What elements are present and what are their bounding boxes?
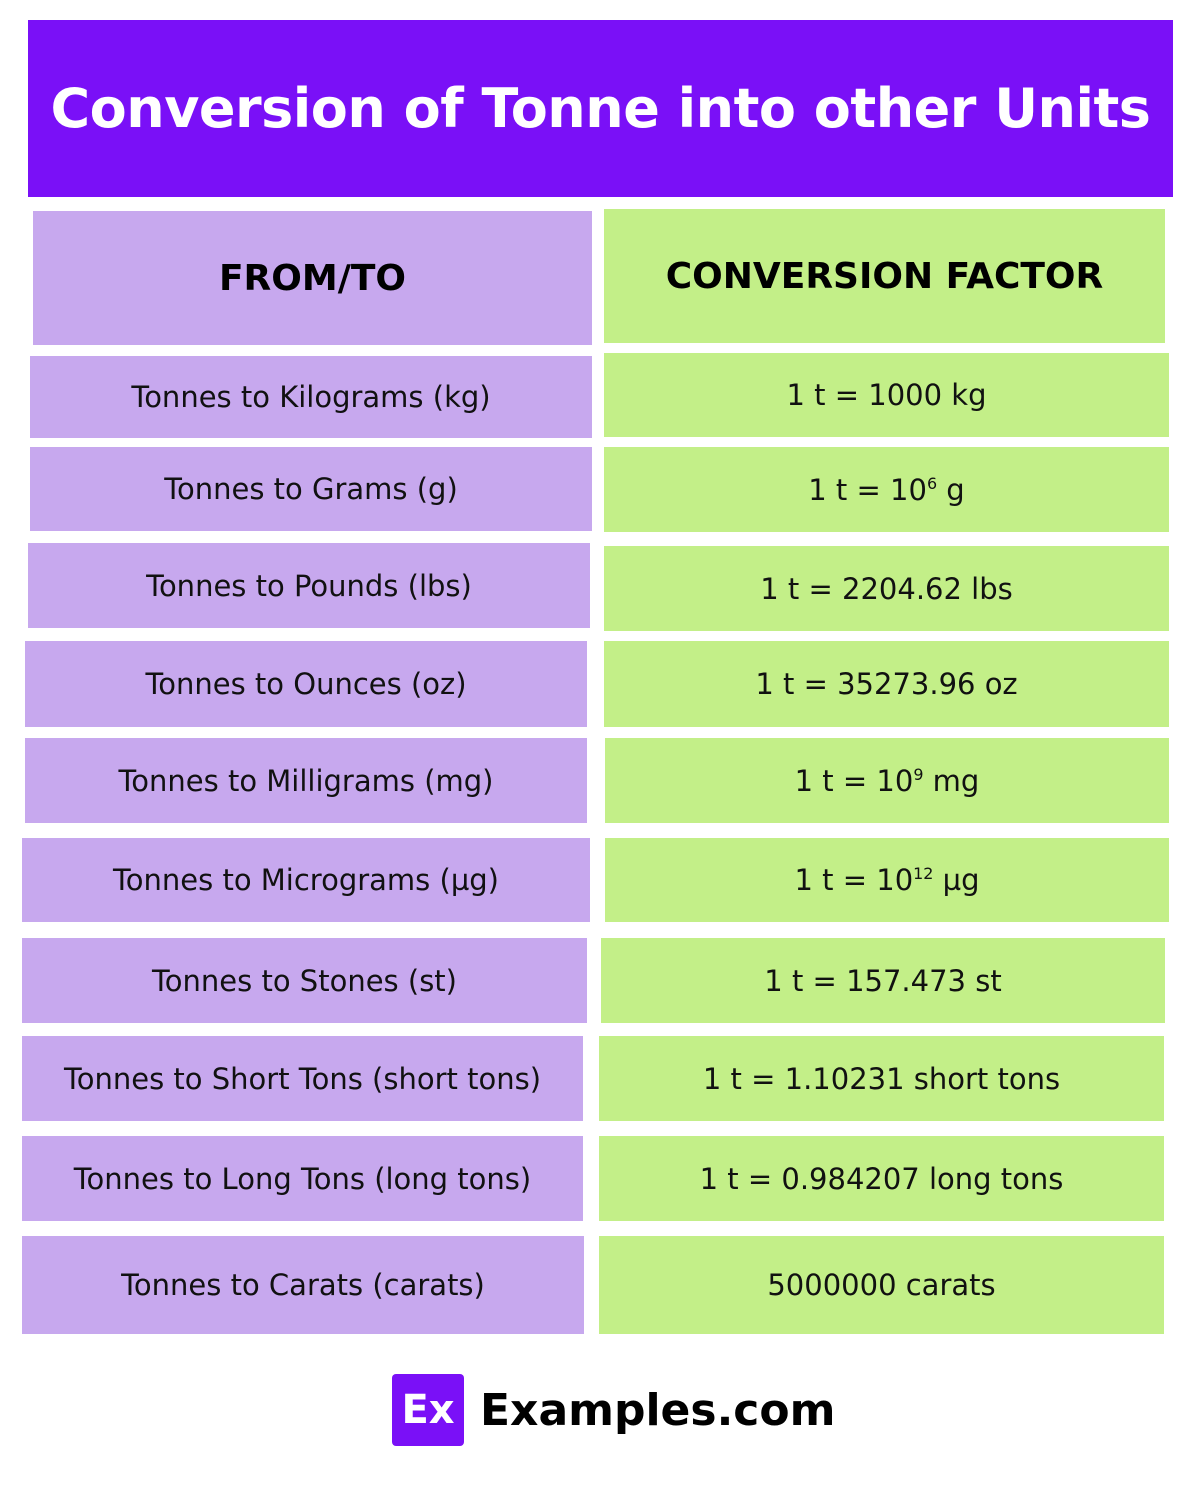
conversion-value: 1 t = 1.10231 short tons bbox=[703, 1062, 1060, 1096]
row-conversion-cell: 1 t = 106 g bbox=[604, 447, 1169, 532]
header-conversion-factor: CONVERSION FACTOR bbox=[604, 209, 1165, 343]
logo-mark: Ex bbox=[392, 1374, 464, 1446]
row-from-cell: Tonnes to Carats (carats) bbox=[22, 1236, 584, 1334]
row-conversion-cell: 5000000 carats bbox=[599, 1236, 1164, 1334]
conversion-base: 1 t = 1.10231 short tons bbox=[702, 1061, 1061, 1096]
conversion-value: 1 t = 1000 kg bbox=[787, 378, 987, 412]
row-from-cell: Tonnes to Micrograms (µg) bbox=[22, 838, 590, 922]
conversion-unit: mg bbox=[923, 763, 980, 798]
title-banner: Conversion of Tonne into other Units bbox=[28, 20, 1173, 197]
conversion-base: 1 t = 10 bbox=[808, 472, 927, 507]
conversion-base: 1 t = 0.984207 long tons bbox=[699, 1161, 1064, 1196]
row-from-cell: Tonnes to Pounds (lbs) bbox=[28, 543, 590, 628]
page-title: Conversion of Tonne into other Units bbox=[50, 77, 1151, 140]
row-conversion-cell: 1 t = 1.10231 short tons bbox=[599, 1036, 1164, 1121]
conversion-base: 1 t = 10 bbox=[794, 863, 914, 897]
row-from-cell: Tonnes to Stones (st) bbox=[22, 938, 587, 1023]
row-from-cell: Tonnes to Short Tons (short tons) bbox=[22, 1036, 583, 1121]
row-conversion-cell: 1 t = 35273.96 oz bbox=[604, 641, 1169, 727]
row-from-cell: Tonnes to Grams (g) bbox=[30, 447, 592, 531]
conversion-value: 1 t = 2204.62 lbs bbox=[760, 572, 1013, 606]
conversion-value: 1 t = 1012 µg bbox=[794, 863, 979, 897]
row-from-cell: Tonnes to Ounces (oz) bbox=[25, 641, 587, 727]
conversion-base: 1 t = 157.473 st bbox=[764, 963, 1002, 998]
conversion-sup: 12 bbox=[913, 863, 934, 883]
conversion-value: 1 t = 0.984207 long tons bbox=[700, 1162, 1064, 1196]
conversion-base: 1 t = 35273.96 oz bbox=[755, 667, 1018, 701]
row-conversion-cell: 1 t = 157.473 st bbox=[601, 938, 1165, 1023]
row-from-cell: Tonnes to Milligrams (mg) bbox=[25, 738, 587, 823]
conversion-base: 5000000 carats bbox=[767, 1268, 996, 1302]
conversion-sup: 9 bbox=[913, 764, 924, 784]
conversion-value: 1 t = 109 mg bbox=[795, 764, 980, 798]
header-from-to: FROM/TO bbox=[33, 211, 592, 345]
conversion-value: 1 t = 157.473 st bbox=[764, 964, 1001, 998]
row-from-cell: Tonnes to Long Tons (long tons) bbox=[22, 1136, 583, 1221]
row-conversion-cell: 1 t = 1012 µg bbox=[605, 838, 1169, 922]
row-conversion-cell: 1 t = 1000 kg bbox=[604, 353, 1169, 437]
row-conversion-cell: 1 t = 2204.62 lbs bbox=[604, 546, 1169, 631]
conversion-sup: 6 bbox=[926, 473, 938, 493]
conversion-base: 1 t = 10 bbox=[794, 763, 914, 798]
row-from-cell: Tonnes to Kilograms (kg) bbox=[30, 356, 592, 438]
conversion-unit: g bbox=[937, 472, 965, 507]
conversion-value: 1 t = 106 g bbox=[808, 473, 964, 507]
conversion-unit: µg bbox=[933, 863, 980, 897]
row-conversion-cell: 1 t = 109 mg bbox=[605, 738, 1169, 823]
logo-text: Examples.com bbox=[480, 1384, 836, 1436]
row-conversion-cell: 1 t = 0.984207 long tons bbox=[599, 1136, 1164, 1221]
examples-logo: Ex Examples.com bbox=[392, 1374, 835, 1446]
conversion-base: 1 t = 1000 kg bbox=[786, 378, 987, 412]
conversion-base: 1 t = 2204.62 lbs bbox=[760, 571, 1013, 606]
conversion-value: 5000000 carats bbox=[767, 1268, 995, 1302]
conversion-value: 1 t = 35273.96 oz bbox=[755, 667, 1017, 701]
